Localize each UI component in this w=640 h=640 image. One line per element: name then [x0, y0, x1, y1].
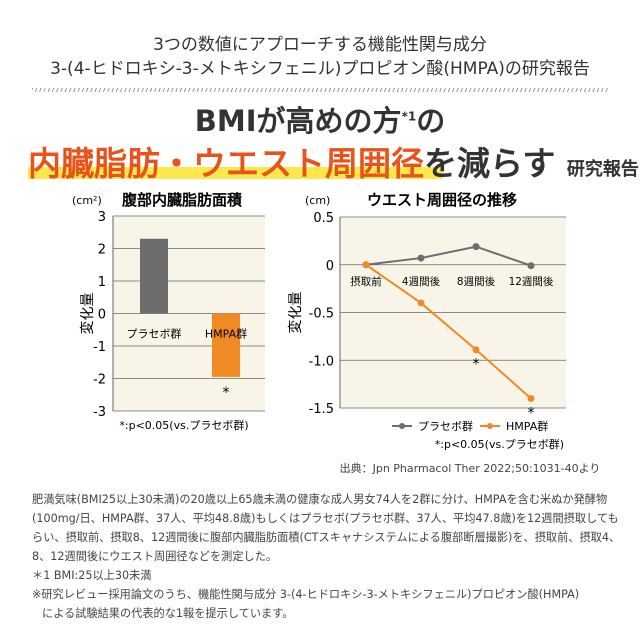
data-point: [417, 254, 425, 262]
title-line1: BMIが高めの方*1の: [0, 98, 640, 140]
footnotes: 肥満気味(BMI25以上30未満)の20歳以上65歳未満の健康な成人男女74人を…: [32, 490, 622, 623]
legend-marker: [399, 423, 405, 429]
title-text: BMIが高めの方: [194, 104, 402, 138]
legend-marker: [487, 423, 493, 429]
y-tick-label: -1: [93, 340, 106, 355]
significance-mark: *: [528, 405, 535, 421]
y-tick-label: 1: [98, 275, 106, 290]
category-label: 摂取前: [350, 275, 382, 288]
series-line: [365, 263, 532, 400]
y-tick-label: 0.5: [313, 211, 334, 226]
chart-title: 腹部内臓脂肪面積: [122, 191, 243, 209]
data-point: [417, 299, 425, 307]
footnote-3: による試験結果の代表的な1報を提示しています。: [42, 607, 294, 620]
header-line1: 3つの数値にアプローチする機能性関与成分: [153, 35, 487, 55]
y-tick-label: -1.0: [309, 354, 334, 369]
title-verb: を減らす: [424, 144, 556, 183]
title-line2: 内臓脂肪・ウエスト周囲径を減らす 研究報告: [28, 137, 639, 185]
y-axis-label: 変化量: [79, 293, 96, 335]
category-label: HMPA群: [205, 327, 247, 341]
unit-label: (cm): [305, 194, 330, 207]
category-label: 4週間後: [402, 275, 441, 288]
category-label: プラセボ群: [127, 327, 182, 341]
data-point: [527, 262, 535, 270]
y-tick-label: -1.5: [309, 402, 334, 417]
header-line2: 3-(4-ヒドロキシ-3-メトキシフェニル)プロピオン酸(HMPA)の研究報告: [50, 59, 590, 79]
significance-mark: *: [473, 357, 480, 373]
data-point: [527, 394, 535, 402]
significance-note: *:p<0.05(vs.プラセボ群): [435, 437, 564, 451]
category-label: 8週間後: [457, 275, 496, 288]
y-tick-label: -2: [93, 373, 106, 388]
dashed-divider: [32, 88, 608, 92]
y-tick-label: 2: [98, 243, 106, 258]
legend-label: プラセボ群: [418, 419, 473, 433]
data-point: [472, 346, 480, 354]
legend-label: HMPA群: [506, 419, 548, 433]
y-tick-label: 0: [326, 259, 334, 274]
bar: [140, 238, 168, 314]
significance-note: *:p<0.05(vs.プラセボ群): [119, 418, 248, 432]
source-text: 出典：Jpn Pharmacol Ther 2022;50:1031-40より: [340, 461, 601, 475]
title-end: の: [416, 104, 446, 138]
significance-mark: *: [223, 385, 230, 401]
highlight-bar: [28, 167, 443, 179]
title-highlight: 内臓脂肪・ウエスト周囲径: [28, 144, 424, 183]
y-tick-label: -0.5: [309, 307, 334, 322]
footnote-2: ※研究レビュー採用論文のうち、機能性関与成分 3-(4-ヒドロキシ-3-メトキシ…: [32, 588, 580, 601]
y-tick-label: -3: [93, 405, 106, 420]
y-tick-label: 0: [98, 308, 106, 323]
footnote-body: 肥満気味(BMI25以上30未満)の20歳以上65歳未満の健康な成人男女74人を…: [32, 493, 621, 563]
series-line: [365, 245, 532, 267]
y-tick-label: 3: [98, 210, 106, 225]
bar: [212, 313, 240, 377]
title-suffix: 研究報告: [566, 159, 639, 180]
bar-chart: 3 2 1 0 -1 -2 -3 (cm²) 腹部内臓脂肪面積変化量プラセボ群 HMPA群 * *:p…: [72, 191, 265, 432]
chart-title: ウエスト周囲径の推移: [367, 191, 517, 209]
data-point: [472, 243, 480, 251]
unit-label: (cm²): [72, 194, 102, 207]
y-axis-label: 変化量: [287, 292, 304, 334]
title-sup: *1: [401, 109, 417, 124]
footnote-1: ＊1 BMI:25以上30未満: [32, 569, 152, 582]
category-label: 12週間後: [509, 275, 554, 288]
data-point: [362, 261, 370, 269]
